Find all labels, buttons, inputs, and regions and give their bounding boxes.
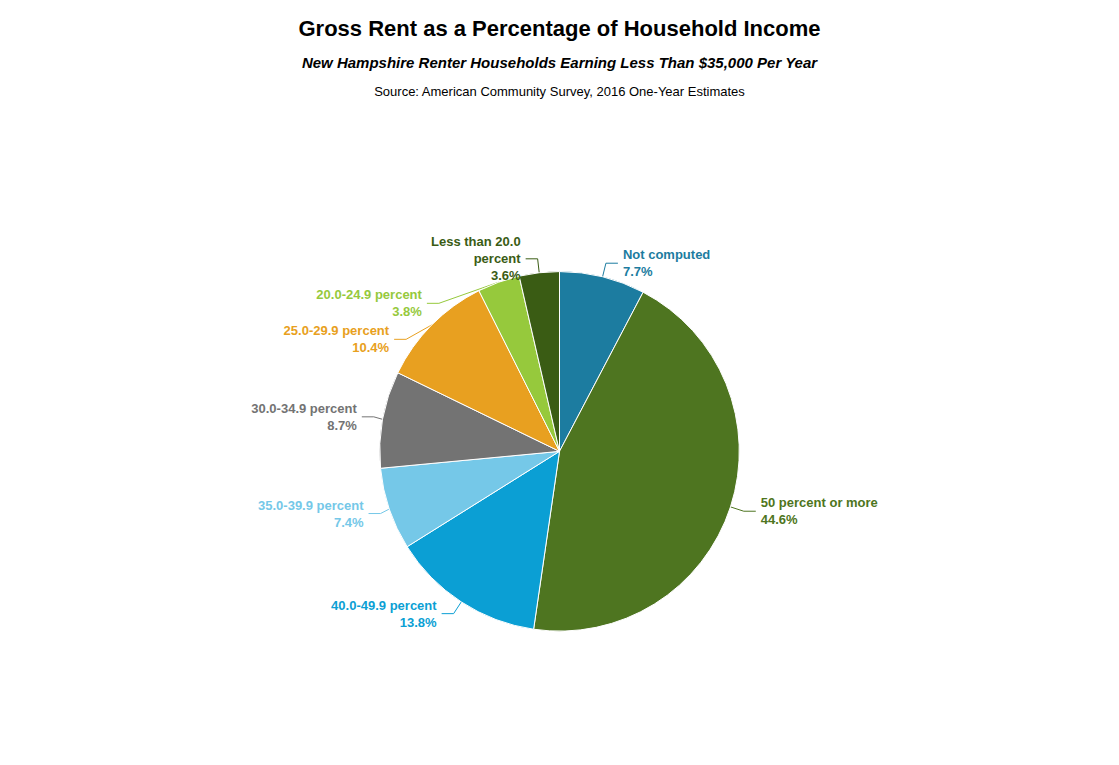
svg-text:New Hampshire Renter Household: New Hampshire Renter Households Earning … <box>302 54 818 71</box>
svg-text:25.0-29.9 percent: 25.0-29.9 percent <box>284 323 390 338</box>
svg-text:35.0-39.9 percent: 35.0-39.9 percent <box>258 498 364 513</box>
svg-text:20.0-24.9 percent: 20.0-24.9 percent <box>316 287 422 302</box>
svg-text:Source: American Community Sur: Source: American Community Survey, 2016 … <box>374 84 745 99</box>
svg-text:7.4%: 7.4% <box>334 515 364 530</box>
svg-text:Less than 20.0: Less than 20.0 <box>431 234 521 249</box>
svg-text:Gross Rent as a Percentage of: Gross Rent as a Percentage of Household … <box>298 16 820 41</box>
svg-text:7.7%: 7.7% <box>623 264 653 279</box>
svg-text:percent: percent <box>474 251 522 266</box>
svg-text:10.4%: 10.4% <box>352 340 389 355</box>
svg-text:50 percent or more: 50 percent or more <box>761 495 878 510</box>
svg-text:30.0-34.9 percent: 30.0-34.9 percent <box>251 401 357 416</box>
svg-text:8.7%: 8.7% <box>327 418 357 433</box>
svg-text:44.6%: 44.6% <box>761 512 798 527</box>
svg-text:13.8%: 13.8% <box>400 615 437 630</box>
svg-text:Not computed: Not computed <box>623 247 710 262</box>
svg-text:3.6%: 3.6% <box>491 268 521 283</box>
svg-text:40.0-49.9 percent: 40.0-49.9 percent <box>331 598 437 613</box>
svg-text:3.8%: 3.8% <box>392 304 422 319</box>
